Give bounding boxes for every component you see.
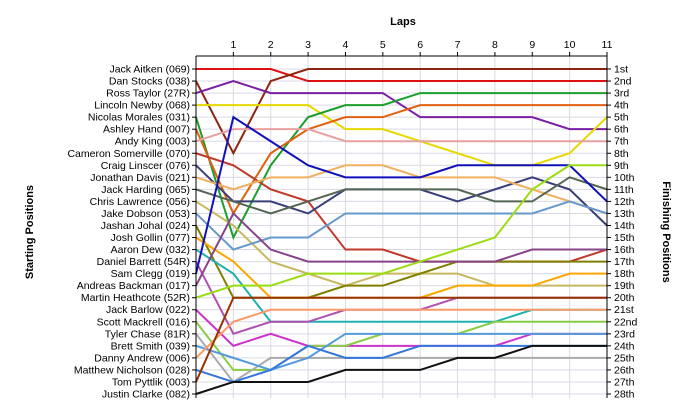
finishing-position-label: 16th	[614, 244, 635, 256]
starting-position-label: Tyler Chase (81R)	[105, 328, 190, 340]
driver-position-line	[195, 115, 608, 274]
driver-position-line	[195, 164, 607, 299]
driver-position-line	[195, 344, 607, 384]
driver-position-line	[195, 296, 607, 383]
starting-position-label: Ross Taylor (27R)	[106, 88, 190, 100]
starting-position-label: Brett Smith (039)	[111, 340, 190, 352]
finishing-position-label: 10th	[614, 172, 635, 184]
finishing-position-label: 7th	[614, 136, 629, 148]
driver-position-line	[195, 128, 607, 143]
driver-position-line	[195, 332, 607, 371]
starting-position-label: Justin Clarke (082)	[102, 389, 190, 401]
finishing-position-label: 13th	[614, 208, 635, 220]
finishing-position-label: 25th	[614, 352, 635, 364]
finishing-position-label: 15th	[614, 232, 635, 244]
starting-position-label: Aaron Dew (032)	[111, 244, 190, 256]
starting-position-label: Ashley Hand (007)	[103, 124, 190, 136]
starting-position-label: Josh Gollin (077)	[111, 232, 190, 244]
starting-position-label: Martin Heathcote (52R)	[81, 292, 190, 304]
starting-position-label: Lincoln Newby (068)	[94, 100, 190, 112]
starting-position-label: Jack Aitken (069)	[109, 64, 190, 76]
finishing-position-label: 5th	[614, 112, 629, 124]
finishing-position-label: 17th	[614, 256, 635, 268]
lap-tick-label: 10	[564, 39, 576, 51]
finishing-position-label: 21st	[614, 304, 634, 316]
lap-tick-label: 5	[380, 39, 386, 51]
finishing-position-label: 12th	[614, 196, 635, 208]
lap-tick-label: 3	[305, 39, 311, 51]
chart-title: Laps	[390, 16, 416, 28]
starting-position-label: Scott Mackrell (016)	[97, 316, 190, 328]
finishing-position-label: 24th	[614, 340, 635, 352]
starting-position-label: Andy King (003)	[115, 136, 190, 148]
finishing-position-label: 6th	[614, 124, 629, 136]
driver-position-line	[195, 344, 607, 395]
lap-tick-label: 11	[602, 39, 613, 51]
starting-position-label: Dan Stocks (038)	[109, 76, 190, 88]
driver-position-line	[195, 211, 607, 287]
lap-tick-label: 2	[268, 39, 274, 51]
finishing-position-label: 26th	[614, 364, 635, 376]
finishing-position-label: 22nd	[614, 316, 638, 328]
left-axis-title: Starting Positions	[24, 185, 36, 279]
starting-position-label: Danny Andrew (006)	[94, 352, 190, 364]
starting-position-label: Tom Pyttlik (003)	[112, 376, 190, 388]
driver-position-line	[195, 200, 607, 287]
driver-position-line	[195, 333, 607, 384]
driver-position-line	[195, 309, 607, 347]
finishing-position-label: 4th	[614, 100, 629, 112]
driver-position-line	[195, 176, 608, 215]
lap-tick-label: 7	[455, 39, 461, 51]
starting-position-label: Jack Harding (065)	[101, 184, 190, 196]
finishing-position-label: 18th	[614, 268, 635, 280]
driver-position-line	[195, 164, 608, 215]
lap-tick-label: 6	[417, 39, 423, 51]
driver-position-line	[195, 104, 607, 216]
finishing-position-label: 3rd	[614, 88, 629, 100]
starting-position-label: Daniel Barrett (54R)	[97, 256, 190, 268]
lap-tick-label: 8	[492, 39, 498, 51]
starting-position-label: Nicolas Morales (031)	[88, 112, 190, 124]
lap-tick-label: 1	[230, 39, 236, 51]
driver-position-line	[195, 79, 607, 131]
right-axis-title: Finishing Positions	[660, 181, 672, 282]
finishing-position-label: 9th	[614, 160, 629, 172]
driver-position-line	[196, 68, 607, 83]
finishing-position-label: 8th	[614, 148, 629, 160]
finishing-position-label: 19th	[614, 280, 635, 292]
finishing-position-label: 27th	[614, 376, 635, 388]
finishing-position-label: 28th	[614, 389, 635, 401]
starting-position-label: Sam Clegg (019)	[111, 268, 190, 280]
starting-position-label: Craig Linscer (076)	[101, 160, 190, 172]
starting-position-label: Matthew Nicholson (028)	[74, 364, 190, 376]
lap-tick-label: 9	[529, 39, 535, 51]
finishing-position-label: 11th	[614, 184, 634, 196]
starting-position-label: Jonathan Davis (021)	[90, 172, 190, 184]
starting-position-label: Jack Barlow (022)	[106, 304, 190, 316]
finishing-position-label: 2nd	[614, 76, 632, 88]
driver-position-line	[195, 92, 607, 241]
finishing-position-label: 20th	[614, 292, 635, 304]
driver-position-line	[195, 68, 607, 156]
lap-tick-label: 4	[343, 39, 349, 51]
starting-position-label: Andreas Backman (017)	[77, 280, 190, 292]
finishing-position-label: 14th	[614, 220, 635, 232]
starting-position-label: Cameron Somerville (070)	[67, 148, 190, 160]
driver-position-line	[195, 308, 607, 359]
finishing-position-label: 1st	[614, 64, 628, 76]
finishing-position-label: 23rd	[614, 328, 635, 340]
starting-position-label: Jake Dobson (053)	[101, 208, 190, 220]
driver-position-line	[195, 200, 608, 251]
starting-position-label: Chris Lawrence (056)	[90, 196, 190, 208]
driver-position-line	[196, 104, 608, 167]
starting-position-label: Jashan Johal (024)	[101, 220, 190, 232]
driver-position-line	[195, 152, 608, 263]
